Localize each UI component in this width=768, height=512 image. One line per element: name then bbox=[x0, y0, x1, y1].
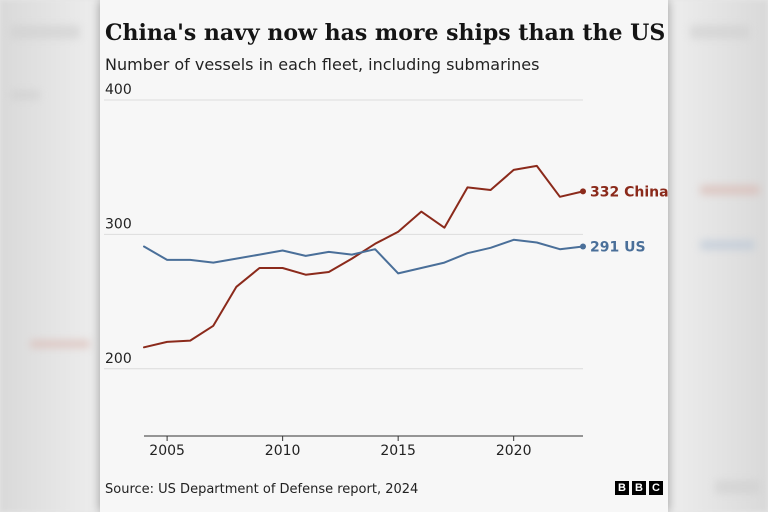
chart-subtitle: Number of vessels in each fleet, includi… bbox=[105, 55, 540, 74]
blurred-backdrop-shape bbox=[10, 90, 40, 100]
source-note: Source: US Department of Defense report,… bbox=[105, 482, 419, 497]
blurred-backdrop-shape bbox=[715, 480, 760, 494]
y-tick-label: 400 bbox=[105, 82, 132, 98]
blurred-backdrop-shape bbox=[700, 240, 755, 250]
y-axis-ticks: 200 300 400 bbox=[105, 82, 132, 367]
y-tick-label: 300 bbox=[105, 216, 132, 232]
blurred-backdrop-shape bbox=[700, 185, 760, 195]
x-axis-ticks: 2005 2010 2015 2020 bbox=[144, 435, 583, 459]
chart-card: China's navy now has more ships than the… bbox=[100, 0, 668, 512]
logo-letter: B bbox=[632, 481, 646, 495]
series-lines: 332 China 291 US bbox=[143, 164, 668, 349]
series-line-china bbox=[143, 164, 584, 349]
y-tick-label: 200 bbox=[105, 351, 132, 367]
x-tick-label: 2005 bbox=[149, 443, 185, 459]
series-endpoint-us bbox=[580, 243, 586, 250]
x-tick-label: 2020 bbox=[496, 443, 532, 459]
chart-title: China's navy now has more ships than the… bbox=[105, 20, 666, 46]
blurred-backdrop-shape bbox=[690, 25, 750, 39]
series-end-label-china: 332 China bbox=[590, 184, 668, 200]
grid-lines bbox=[104, 99, 583, 370]
series-end-label-us: 291 US bbox=[590, 239, 646, 255]
x-tick-label: 2015 bbox=[380, 443, 416, 459]
blurred-backdrop-shape bbox=[10, 25, 80, 39]
bbc-logo: B B C bbox=[615, 481, 663, 495]
x-tick-label: 2010 bbox=[265, 443, 301, 459]
blurred-backdrop-shape bbox=[30, 340, 90, 348]
logo-letter: B bbox=[615, 481, 629, 495]
series-endpoint-china bbox=[580, 188, 586, 195]
series-line-us bbox=[143, 238, 584, 275]
logo-letter: C bbox=[649, 481, 663, 495]
line-chart: 200 300 400 2005 2010 2015 2020 332 China 291 … bbox=[104, 82, 668, 459]
